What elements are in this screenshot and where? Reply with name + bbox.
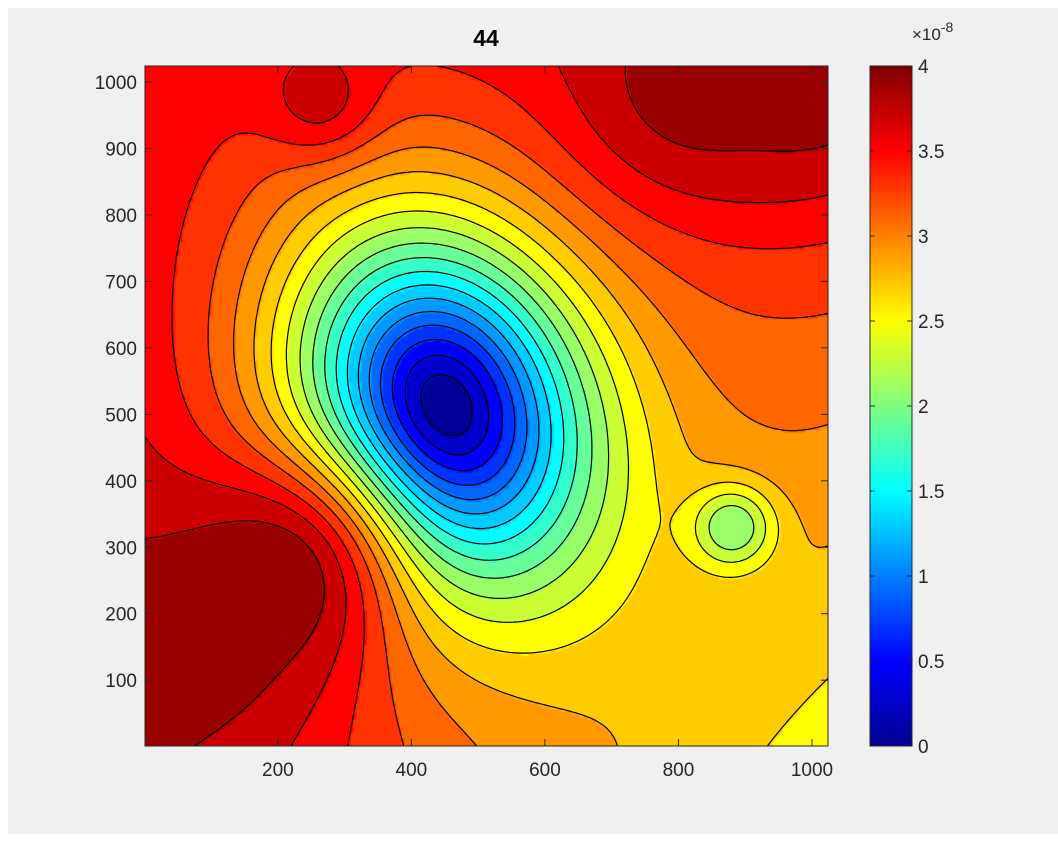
- contour-line: [324, 257, 578, 561]
- y-tick-label: 600: [105, 339, 137, 360]
- contour-line: [357, 297, 540, 515]
- y-tick-label: 800: [105, 206, 137, 227]
- contour-line: [346, 284, 552, 530]
- contour-line: [312, 242, 593, 579]
- contour-line: [299, 227, 755, 599]
- y-tick-label: 200: [105, 605, 137, 626]
- colorbar-tick-label: 3: [918, 227, 929, 248]
- contour-line: [253, 171, 828, 746]
- contour-line: [145, 66, 828, 746]
- colorbar-tick-label: 2: [918, 397, 929, 418]
- colorbar-exponent: ×10-8: [912, 19, 954, 44]
- colorbar: 0 0.5 1 1.5 2 2.5 3 3.5 4 ×10-8: [869, 19, 954, 758]
- colorbar-exponent-base: ×10: [912, 25, 941, 44]
- contour-chart: 44 200 400 600 800 1000 100 200 300 400 500 600 70…: [95, 19, 954, 781]
- colorbar-tick-label: 1: [918, 567, 929, 588]
- colorbar-tick-label: 2.5: [918, 312, 944, 333]
- y-tick-label: 300: [105, 538, 137, 559]
- y-tick-label: 700: [105, 272, 137, 293]
- contour-line: [270, 191, 828, 746]
- y-tick-label: 100: [105, 671, 137, 692]
- contour-line: [420, 373, 473, 437]
- contour-line: [145, 66, 828, 746]
- y-tick-label: 400: [105, 472, 137, 493]
- colorbar-gradient: [869, 65, 913, 747]
- x-tick-label: 200: [262, 760, 294, 781]
- x-tick-label: 600: [529, 760, 561, 781]
- colorbar-tick-label: 1.5: [918, 482, 944, 503]
- x-axis: 200 400 600 800 1000: [262, 66, 833, 781]
- colorbar-tick-label: 3.5: [918, 142, 944, 163]
- contour-lines: [145, 66, 828, 746]
- colorbar-tick-label: 0: [918, 737, 929, 758]
- chart-title: 44: [473, 25, 499, 51]
- contour-line: [404, 354, 490, 456]
- y-tick-label: 900: [105, 139, 137, 160]
- contour-line: [233, 146, 828, 746]
- colorbar-ticks: 0 0.5 1 1.5 2 2.5 3 3.5 4: [870, 57, 944, 758]
- colorbar-exponent-power: -8: [941, 19, 954, 35]
- plot-area: 200 400 600 800 1000 100 200 300 400 500 600 700 80…: [95, 65, 833, 781]
- contour-line: [379, 324, 516, 486]
- y-axis: 100 200 300 400 500 600 700 800 900 1000: [95, 73, 828, 692]
- contour-line: [368, 310, 528, 501]
- figure-window: 44 200 400 600 800 1000 100 200 300 400 500 600 70…: [8, 8, 1058, 834]
- x-tick-label: 1000: [791, 760, 833, 781]
- plot-frame: [144, 65, 829, 747]
- y-tick-label: 1000: [95, 73, 137, 94]
- contour-line: [285, 210, 767, 623]
- contour-line: [335, 270, 565, 545]
- x-tick-label: 800: [663, 760, 695, 781]
- colorbar-tick-label: 4: [918, 57, 929, 78]
- y-tick-label: 500: [105, 405, 137, 426]
- contour-line: [391, 338, 503, 472]
- x-tick-label: 400: [396, 760, 428, 781]
- contour-line: [171, 66, 828, 746]
- colorbar-tick-label: 0.5: [918, 652, 944, 673]
- contour-fill: [145, 66, 828, 746]
- contour-line: [207, 114, 828, 746]
